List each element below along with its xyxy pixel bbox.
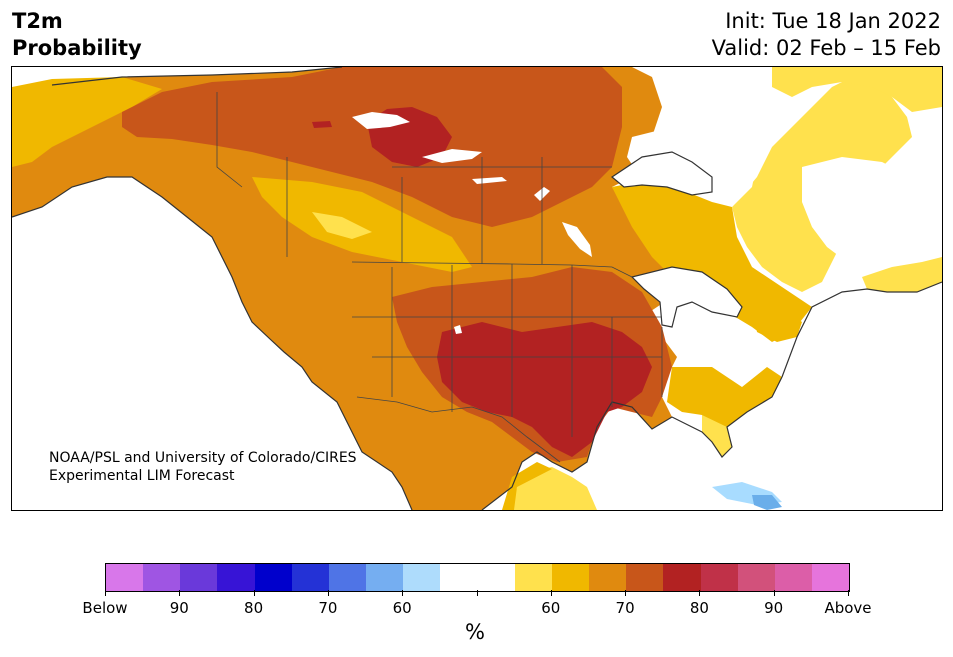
map-panel — [11, 66, 943, 511]
colorbar-tick — [550, 590, 552, 596]
credit-text: NOAA/PSL and University of Colorado/CIRE… — [49, 449, 357, 485]
colorbar-tick — [253, 590, 255, 596]
lake-athabasca — [472, 177, 507, 184]
colorbar-segment — [440, 564, 478, 591]
land-below-70-cuba — [752, 495, 782, 510]
colorbar-tick-label: 70 — [318, 599, 338, 617]
valid-range: Valid: 02 Feb – 15 Feb — [711, 36, 941, 60]
forecast-dates: Init: Tue 18 Jan 2022 Valid: 02 Feb – 15… — [712, 8, 941, 62]
alaska-border — [216, 92, 243, 188]
colorbar-segment — [774, 564, 812, 591]
great-bear-lake — [352, 112, 410, 129]
title-line-quantity: Probability — [12, 36, 142, 60]
us-canada-border — [351, 261, 633, 278]
colorbar-segment — [291, 564, 329, 591]
colorbar-tick — [699, 590, 701, 596]
great-lakes-outline — [630, 266, 743, 328]
colorbar-tick — [476, 590, 478, 596]
colorbar-tick-label: 70 — [615, 599, 635, 617]
colorbar-segment — [403, 564, 441, 591]
colorbar — [105, 563, 850, 592]
colorbar-tick — [625, 590, 627, 596]
land-above-70-northeast — [752, 302, 802, 342]
title-line-variable: T2m — [12, 9, 63, 33]
land-no-signal-labrador — [802, 157, 927, 267]
land-above-60-bc — [312, 212, 372, 239]
colorbar-segment — [700, 564, 738, 591]
us-mexico-border — [356, 396, 561, 463]
colorbar-tick-label: 90 — [169, 599, 189, 617]
colorbar-tick — [848, 590, 849, 596]
land-above-max-us — [437, 322, 652, 457]
arctic-coast — [51, 67, 343, 86]
coastlines — [12, 67, 942, 510]
colorbar-tick — [402, 590, 404, 596]
probability-map — [12, 67, 942, 510]
colorbar-tick-label: 80 — [244, 599, 264, 617]
political-borders — [216, 92, 663, 463]
hudson-bay — [612, 152, 712, 195]
colorbar-segment — [589, 564, 627, 591]
colorbar-segment — [143, 564, 181, 591]
great-slave-lake — [422, 149, 482, 163]
init-date: Init: Tue 18 Jan 2022 — [725, 9, 941, 33]
colorbar-segment — [737, 564, 775, 591]
colorbar-segment — [551, 564, 590, 591]
land-above-60-arctic — [772, 67, 942, 112]
lake-winnipeg — [562, 222, 592, 257]
colorbar-segment — [254, 564, 292, 591]
state-lines-1 — [391, 264, 573, 437]
great-salt-lake — [454, 325, 462, 334]
credit-line-2: Experimental LIM Forecast — [49, 468, 235, 484]
land-above-max-islet — [312, 121, 332, 128]
hudson-coast — [610, 151, 713, 196]
colorbar-tick-label: 60 — [541, 599, 561, 617]
colorbar-segment — [663, 564, 701, 591]
colorbar-tick-label: 90 — [764, 599, 784, 617]
credit-line-1: NOAA/PSL and University of Colorado/CIRE… — [49, 450, 357, 466]
land-above-70-alaska — [12, 77, 162, 167]
province-lines — [286, 157, 612, 264]
land-above-70-east-canada — [612, 177, 812, 342]
map-title: T2m Probability — [12, 8, 142, 62]
land-above-60-florida — [702, 415, 732, 457]
land-above-70-southeast — [667, 367, 782, 432]
colorbar-segment — [328, 564, 367, 591]
colorbar-tick-label: Above — [824, 599, 872, 617]
colorbar-segment — [626, 564, 664, 591]
colorbar-tick — [773, 590, 775, 596]
gulf-coast — [481, 376, 783, 510]
colorbar-tick — [179, 590, 181, 596]
land-above-70-bc — [252, 177, 472, 272]
colorbar-tick-label: Below — [82, 599, 128, 617]
colorbar-segment — [180, 564, 218, 591]
pacific-coast — [12, 176, 413, 510]
colorbar-segment — [217, 564, 255, 591]
state-lines-2 — [352, 316, 663, 407]
colorbar-tick — [105, 590, 106, 596]
colorbar-tick — [327, 590, 329, 596]
land-above-70-mexico — [502, 462, 552, 510]
colorbar-segment — [811, 564, 850, 591]
atlantic-coast — [781, 281, 942, 378]
colorbar-unit: % — [465, 620, 485, 644]
colorbar-tick-label: 60 — [392, 599, 412, 617]
colorbar-segment — [366, 564, 404, 591]
colorbar-segment — [477, 564, 515, 591]
land-above-60-maritimes — [862, 257, 942, 292]
colorbar-segment — [106, 564, 144, 591]
colorbar-segment — [514, 564, 552, 591]
colorbar-ticks — [105, 590, 850, 598]
colorbar-tick-label: 80 — [689, 599, 709, 617]
